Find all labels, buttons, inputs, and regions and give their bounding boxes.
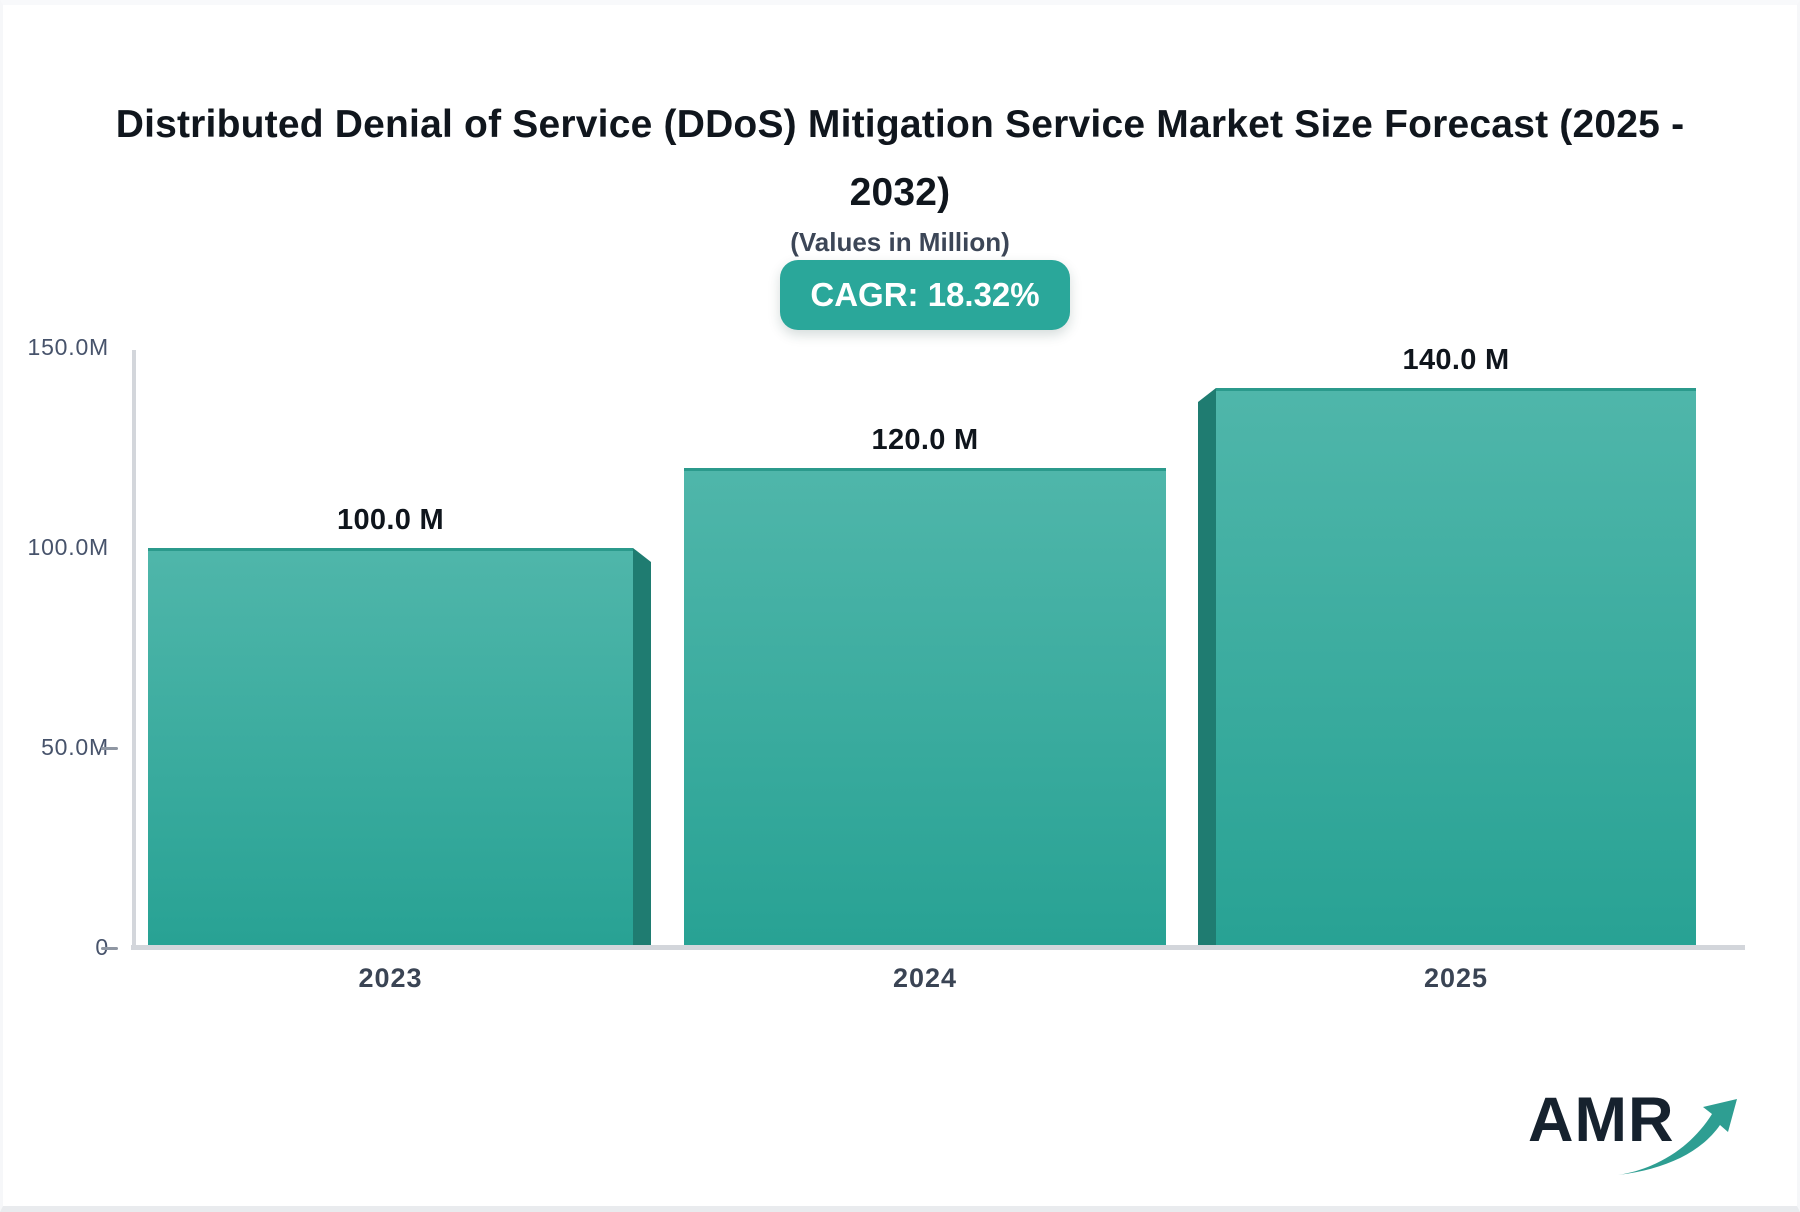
cagr-badge: CAGR: 18.32%: [780, 260, 1070, 330]
y-axis-line: [132, 350, 136, 950]
x-axis-line: [131, 945, 1745, 950]
bar[interactable]: [148, 548, 633, 945]
bar[interactable]: [1216, 388, 1696, 945]
bar-side-face: [1198, 388, 1216, 945]
bar-value-label: 140.0 M: [1402, 344, 1510, 376]
logo-arrow-icon: [1618, 1099, 1737, 1175]
y-tick-label: 100.0M: [27, 534, 109, 560]
x-tick-label: 2025: [1423, 963, 1489, 993]
chart-title: Distributed Denial of Service (DDoS) Mit…: [115, 103, 1685, 214]
y-tick-label: 0: [3, 934, 109, 961]
x-tick-label: 2024: [892, 963, 958, 993]
y-tick-label: 50.0M: [41, 734, 109, 760]
x-tick-label: 2023: [358, 963, 423, 993]
amr-logo-text: AMR: [1528, 1085, 1675, 1155]
y-tick-label: 150.0M: [27, 334, 109, 360]
bar-side-face: [633, 548, 651, 945]
amr-logo: AMR: [1528, 1083, 1738, 1183]
bar[interactable]: [684, 468, 1166, 945]
bar-value-label: 120.0 M: [871, 424, 979, 456]
bar-value-label: 100.0 M: [337, 504, 444, 536]
y-tick-dash: [101, 747, 118, 750]
chart-subtitle: (Values in Million): [790, 227, 1010, 257]
y-tick-dash: [101, 947, 118, 950]
